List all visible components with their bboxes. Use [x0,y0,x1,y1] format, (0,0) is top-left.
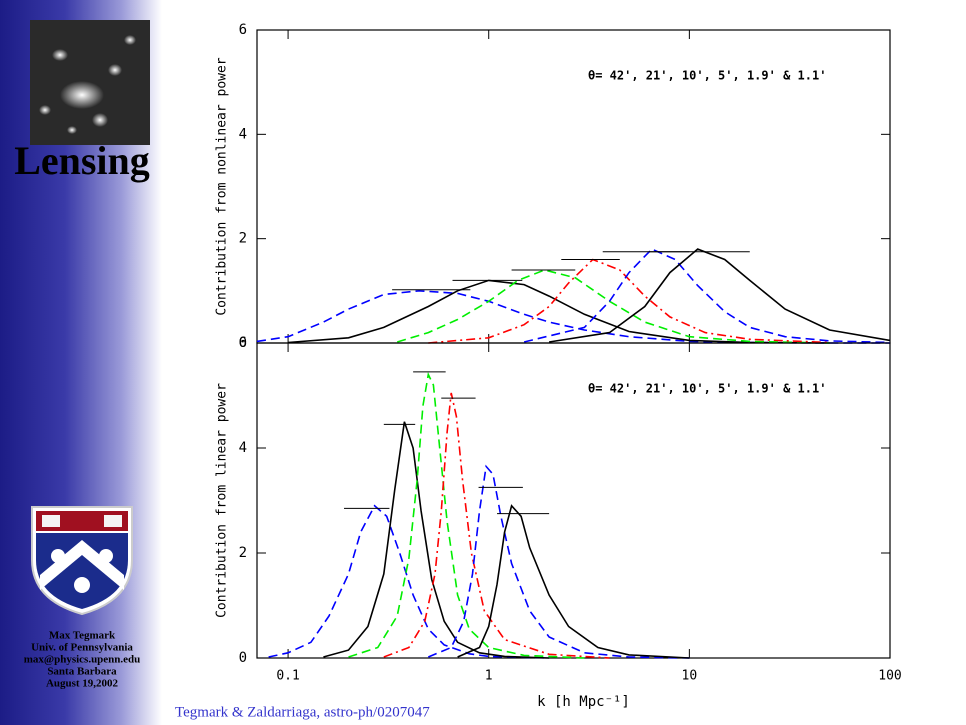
x-tick-label: 1 [485,669,493,684]
curve [427,464,690,659]
y-tick-label: 2 [239,545,247,561]
curve [396,269,830,344]
x-tick-label: 100 [878,669,901,684]
curve [288,279,830,344]
curve [256,289,890,344]
y-tick-label: 4 [239,440,247,456]
y-tick-label: 4 [239,126,247,142]
x-tick-label: 10 [682,669,698,684]
date: August 19,2002 [46,678,119,690]
annotation: θ= 42', 21', 10', 5', 1.9' & 1.1' [588,69,826,83]
y-tick-label: 0 [239,650,247,666]
cluster-image [30,20,150,145]
plot-frame [256,342,891,659]
annotation: θ= 42', 21', 10', 5', 1.9' & 1.1' [588,382,826,396]
y-tick-label: 6 [239,335,247,351]
affiliation: Univ. of Pennsylvania [31,642,133,654]
curve [268,504,550,659]
y-tick-label: 2 [239,231,247,247]
y-tick-label: 6 [239,22,247,38]
y-tick-label: 0 [239,335,247,351]
curve [548,248,891,343]
curve [323,421,550,659]
curve [428,258,830,344]
curve [457,504,690,659]
curve [523,248,891,344]
penn-shield [31,506,133,616]
author: Max Tegmark [49,630,116,642]
email: max@physics.upenn.edu [24,654,141,666]
y-axis-label: Contribution from nonlinear power [215,57,230,315]
x-tick-label: 0.1 [276,669,299,684]
slide-title: Lensing [14,138,150,183]
caption: Tegmark & Zaldarriaga, astro-ph/0207047 [175,704,430,720]
y-axis-label: Contribution from linear power [215,383,230,618]
place: Santa Barbara [47,666,117,678]
curve [383,392,610,659]
x-axis-label: k [h Mpc⁻¹] [537,694,630,710]
